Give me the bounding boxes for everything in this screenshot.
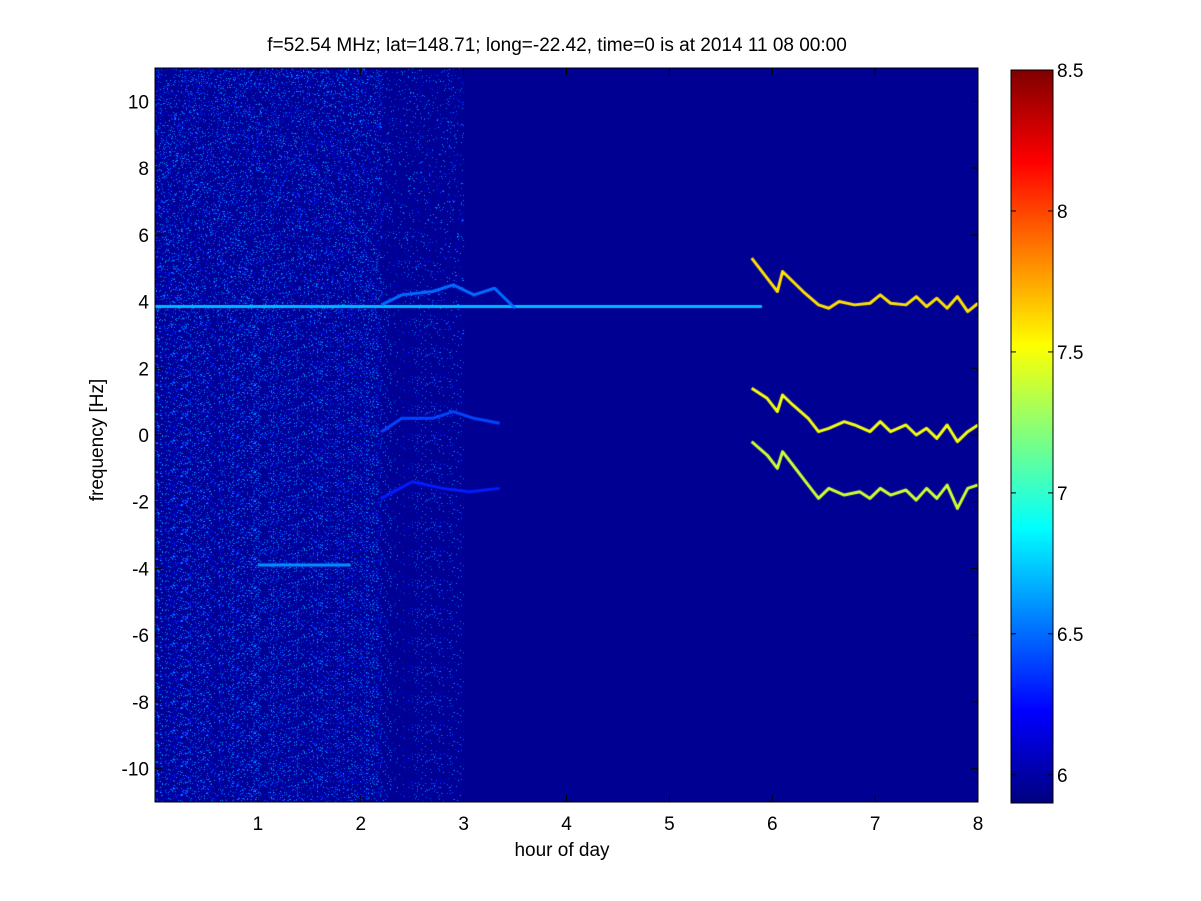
x-tick-label: 4 — [561, 814, 572, 835]
y-tick-label: -10 — [122, 760, 149, 781]
y-tick-label: 10 — [128, 92, 149, 113]
x-tick-label: 8 — [973, 814, 984, 835]
chart-title: f=52.54 MHz; lat=148.71; long=-22.42, ti… — [267, 35, 847, 56]
colorbar-canvas-holder — [1011, 70, 1053, 803]
x-tick-label: 1 — [253, 814, 264, 835]
y-tick-label: -8 — [132, 693, 149, 714]
colorbar-tick-label: 7.5 — [1057, 343, 1083, 364]
y-axis: -10 -8 -6 -4 -2 0 2 4 6 8 10 — [122, 92, 978, 781]
x-tick-label: 5 — [664, 814, 675, 835]
colorbar-tick-label: 6.5 — [1057, 625, 1083, 646]
y-tick-label: 4 — [138, 293, 149, 314]
y-tick-label: -2 — [132, 493, 149, 514]
heatmap-canvas-holder — [155, 68, 978, 802]
colorbar-tick-label: 8 — [1057, 202, 1068, 223]
colorbar-tick-label: 6 — [1057, 766, 1068, 787]
colorbar-gradient — [1011, 70, 1053, 803]
colorbar-ticks: 6 6.5 7 7.5 8 8.5 — [1011, 61, 1083, 787]
y-axis-label: frequency [Hz] — [87, 379, 108, 502]
y-tick-label: 0 — [138, 426, 149, 447]
heatmap-image — [155, 68, 978, 802]
x-tick-label: 7 — [870, 814, 881, 835]
colorbar-frame — [1010, 69, 1054, 804]
x-axis: 1 2 3 4 5 6 7 8 — [253, 68, 984, 835]
x-tick-label: 2 — [355, 814, 366, 835]
heatmap-area — [154, 67, 979, 803]
colorbar-tick-label: 8.5 — [1057, 61, 1083, 82]
x-tick-label: 3 — [458, 814, 469, 835]
y-tick-label: 6 — [138, 226, 149, 247]
y-tick-label: 2 — [138, 359, 149, 380]
x-axis-label: hour of day — [514, 840, 610, 861]
colorbar-tick-label: 7 — [1057, 484, 1068, 505]
x-tick-label: 6 — [767, 814, 778, 835]
colorbar: 6 6.5 7 7.5 8 8.5 — [1010, 61, 1083, 804]
y-tick-label: -6 — [132, 626, 149, 647]
y-tick-label: -4 — [132, 559, 149, 580]
y-tick-label: 8 — [138, 159, 149, 180]
